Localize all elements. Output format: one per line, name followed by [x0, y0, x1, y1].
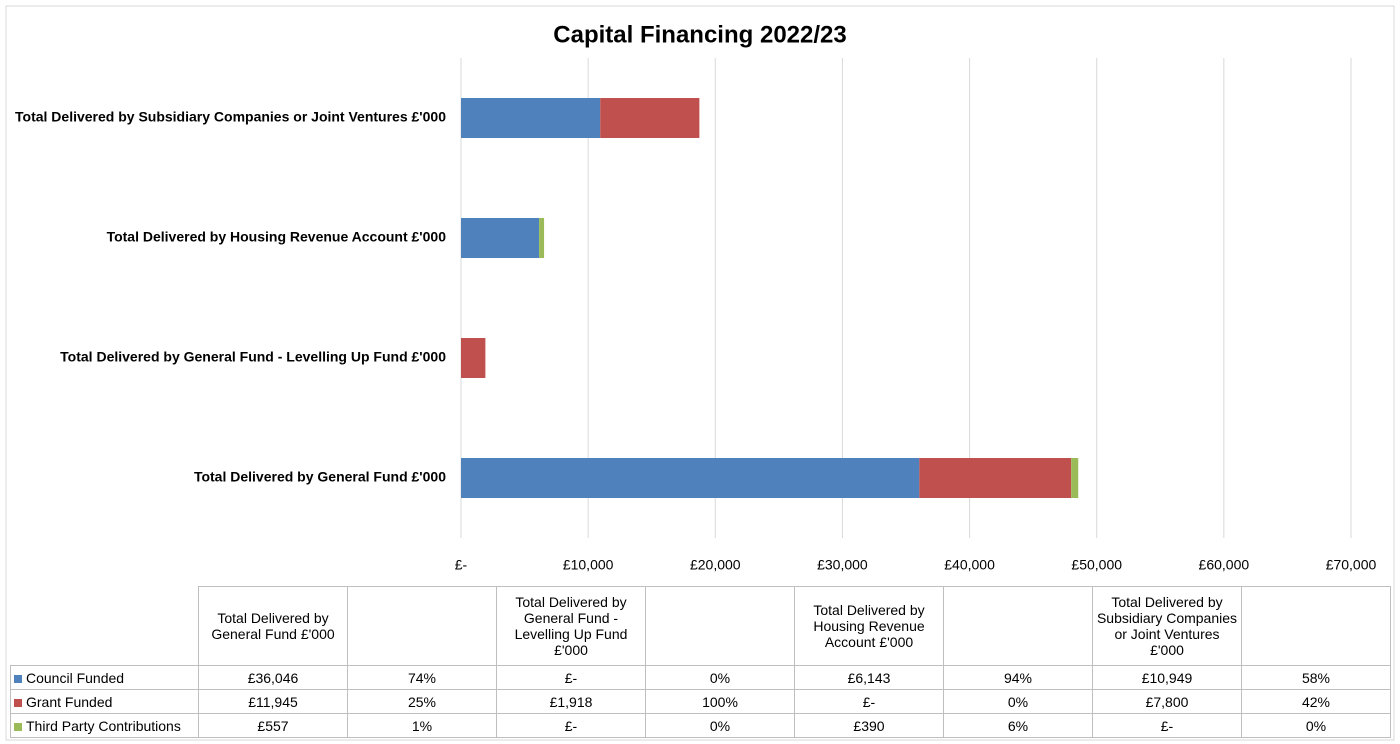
table-value: £10,949 — [1092, 665, 1242, 690]
table-share: 94% — [943, 665, 1093, 690]
table-value: £6,143 — [794, 665, 944, 690]
legend-label: Third Party Contributions — [26, 717, 181, 734]
table-value: £- — [496, 713, 646, 738]
table-share: 0% — [943, 689, 1093, 714]
table-value: £- — [1092, 713, 1242, 738]
table-share: 74% — [347, 665, 497, 690]
table-header-blank — [347, 586, 497, 666]
table-value: £557 — [198, 713, 348, 738]
table-value: £- — [496, 665, 646, 690]
table-header-blank — [645, 586, 795, 666]
table-value: £36,046 — [198, 665, 348, 690]
table-value: £7,800 — [1092, 689, 1242, 714]
table-share: 25% — [347, 689, 497, 714]
bar-segment — [461, 98, 601, 138]
table-corner — [10, 586, 199, 666]
table-header-blank — [943, 586, 1093, 666]
legend-swatch — [14, 722, 22, 731]
y-tick-label: Total Delivered by General Fund - Levell… — [60, 349, 446, 365]
y-tick-label: Total Delivered by Housing Revenue Accou… — [107, 229, 447, 245]
bar-segment — [1071, 458, 1079, 498]
chart-title: Capital Financing 2022/23 — [553, 21, 846, 48]
legend-swatch — [14, 674, 22, 683]
table-share: 6% — [943, 713, 1093, 738]
table-share: 0% — [1241, 713, 1391, 738]
bar-segment — [461, 218, 540, 258]
data-table: Total Delivered by General Fund £'000 Tot… — [10, 586, 1391, 738]
table-header: Total Delivered by General Fund £'000 — [198, 586, 348, 666]
x-tick-label: £70,000 — [1326, 557, 1377, 573]
bar-segment — [919, 458, 1072, 498]
table-header: Total Delivered by Housing Revenue Accou… — [794, 586, 944, 666]
table-share: 58% — [1241, 665, 1391, 690]
table-header: Total Delivered by Subsidiary Companies … — [1092, 586, 1242, 666]
bar-segment — [461, 338, 486, 378]
table-share: 0% — [645, 713, 795, 738]
x-tick-label: £20,000 — [690, 557, 741, 573]
legend-swatch — [14, 698, 22, 707]
table-value: £- — [794, 689, 944, 714]
legend-label: Council Funded — [26, 669, 125, 686]
legend-entry: Grant Funded — [10, 689, 199, 714]
x-tick-label: £- — [455, 557, 468, 573]
bar-segment — [461, 458, 920, 498]
legend-entry: Third Party Contributions — [10, 713, 199, 738]
bar-segment — [539, 218, 545, 258]
y-tick-label: Total Delivered by General Fund £'000 — [194, 469, 446, 485]
table-header: Total Delivered by General Fund - Levell… — [496, 586, 646, 666]
y-tick-label: Total Delivered by Subsidiary Companies … — [15, 109, 446, 125]
bar-segment — [600, 98, 700, 138]
legend-entry: Council Funded — [10, 665, 199, 690]
table-header-blank — [1241, 586, 1391, 666]
table-share: 0% — [645, 665, 795, 690]
chart-border — [5, 5, 1395, 741]
table-share: 1% — [347, 713, 497, 738]
x-tick-label: £10,000 — [563, 557, 614, 573]
x-tick-label: £60,000 — [1199, 557, 1250, 573]
x-tick-label: £40,000 — [944, 557, 995, 573]
x-tick-label: £30,000 — [817, 557, 868, 573]
table-value: £11,945 — [198, 689, 348, 714]
table-value: £1,918 — [496, 689, 646, 714]
table-share: 42% — [1241, 689, 1391, 714]
table-value: £390 — [794, 713, 944, 738]
x-tick-label: £50,000 — [1071, 557, 1122, 573]
table-share: 100% — [645, 689, 795, 714]
legend-label: Grant Funded — [26, 693, 113, 710]
